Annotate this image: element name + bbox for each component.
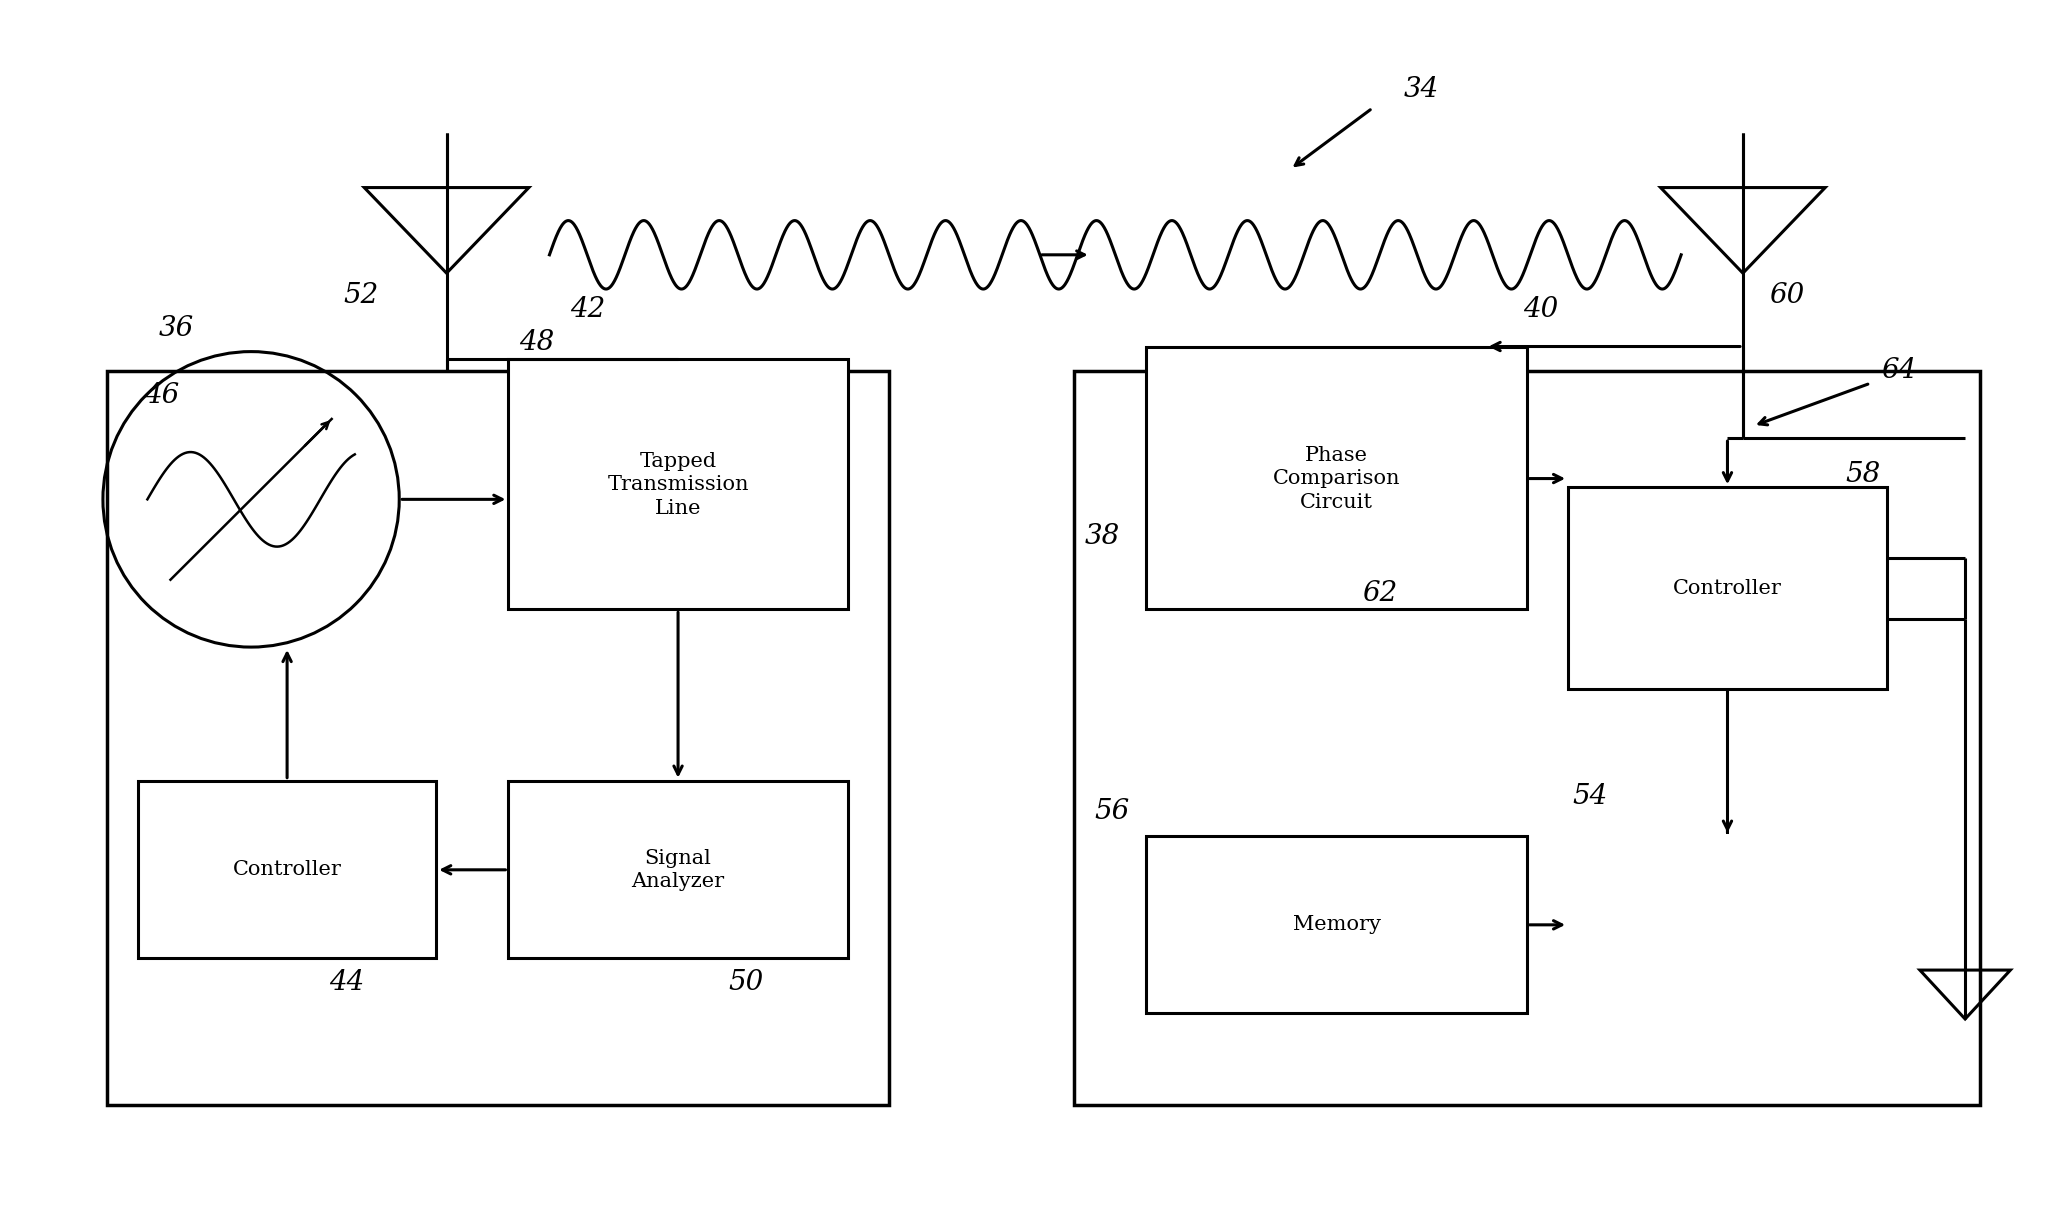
- Text: 56: 56: [1095, 798, 1130, 825]
- Text: 58: 58: [1845, 462, 1880, 489]
- Text: 38: 38: [1085, 522, 1120, 549]
- Text: Controller: Controller: [233, 860, 341, 879]
- Text: 50: 50: [729, 969, 764, 996]
- Text: 46: 46: [145, 382, 180, 409]
- Text: Controller: Controller: [1673, 579, 1781, 598]
- Text: Memory: Memory: [1293, 916, 1380, 934]
- Text: 34: 34: [1403, 76, 1438, 103]
- Bar: [138, 780, 436, 958]
- Text: 60: 60: [1771, 282, 1806, 309]
- Text: 40: 40: [1523, 297, 1558, 324]
- Text: Signal
Analyzer: Signal Analyzer: [632, 848, 725, 891]
- Text: 44: 44: [328, 969, 364, 996]
- Bar: [508, 780, 847, 958]
- Bar: [508, 358, 847, 609]
- Bar: [1147, 346, 1527, 609]
- Text: 52: 52: [343, 282, 378, 309]
- Text: 54: 54: [1572, 783, 1607, 810]
- Bar: [1568, 487, 1886, 689]
- Bar: [1074, 371, 1979, 1104]
- Text: Phase
Comparison
Circuit: Phase Comparison Circuit: [1273, 446, 1401, 512]
- Text: 36: 36: [159, 315, 194, 342]
- Text: 62: 62: [1361, 580, 1397, 607]
- Text: Tapped
Transmission
Line: Tapped Transmission Line: [607, 452, 748, 518]
- Text: 42: 42: [570, 297, 605, 324]
- Bar: [1147, 836, 1527, 1013]
- Text: 48: 48: [519, 330, 554, 356]
- Text: 64: 64: [1880, 357, 1915, 384]
- Bar: [107, 371, 888, 1104]
